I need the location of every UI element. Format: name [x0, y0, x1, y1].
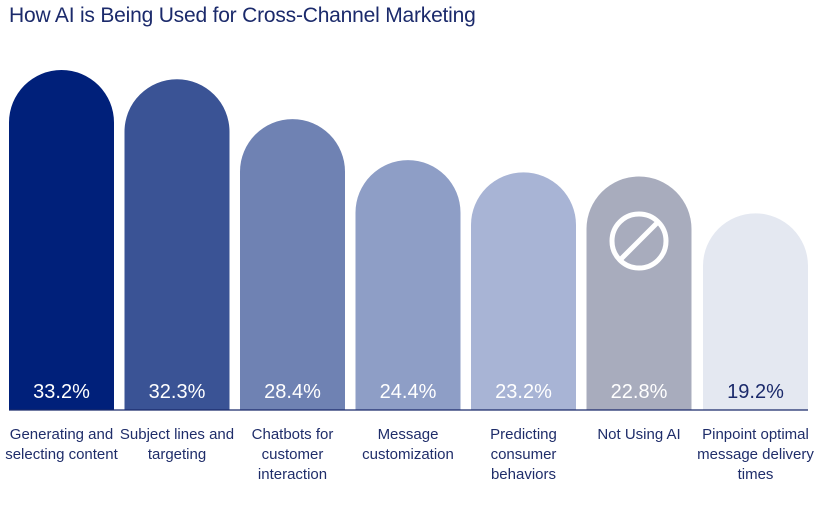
value-label-predicting-consumer-behaviors: 23.2% [495, 381, 552, 403]
category-label-subject-lines-and-targeting: Subject lines and targeting [119, 426, 235, 463]
bar-chatbots-for-customer-interaction [240, 119, 345, 410]
value-label-pinpoint-optimal-message-delivery-times: 19.2% [727, 381, 784, 403]
bars-group: 33.2% 32.3% 28.4% 24.4% 23.2% 22.8% 19.2% [9, 70, 808, 411]
bar-subject-lines-and-targeting [124, 79, 230, 410]
bar-pinpoint-optimal-message-delivery-times [703, 213, 808, 410]
category-label-chatbots-for-customer-interaction: Chatbots for customer interaction [251, 426, 334, 483]
prohibited-icon [609, 211, 669, 271]
bar-generating-and-selecting-content [9, 70, 114, 411]
bar-message-customization [355, 160, 461, 410]
category-label-message-customization: Message customization [362, 426, 454, 463]
category-label-pinpoint-optimal-message-delivery-times: Pinpoint optimal message delivery times [697, 426, 814, 483]
value-label-message-customization: 24.4% [380, 381, 437, 403]
value-label-subject-lines-and-targeting: 32.3% [149, 381, 206, 403]
bar-predicting-consumer-behaviors [471, 172, 576, 410]
value-label-chatbots-for-customer-interaction: 28.4% [264, 381, 321, 403]
category-label-predicting-consumer-behaviors: Predicting consumer behaviors [490, 426, 557, 483]
value-label-not-using-ai: 22.8% [611, 381, 668, 403]
value-label-generating-and-selecting-content: 33.2% [33, 381, 90, 403]
chart-title: How AI is Being Used for Cross-Channel M… [9, 4, 476, 27]
category-label-not-using-ai: Not Using AI [597, 426, 681, 443]
category-label-generating-and-selecting-content: Generating and selecting content [5, 426, 118, 463]
